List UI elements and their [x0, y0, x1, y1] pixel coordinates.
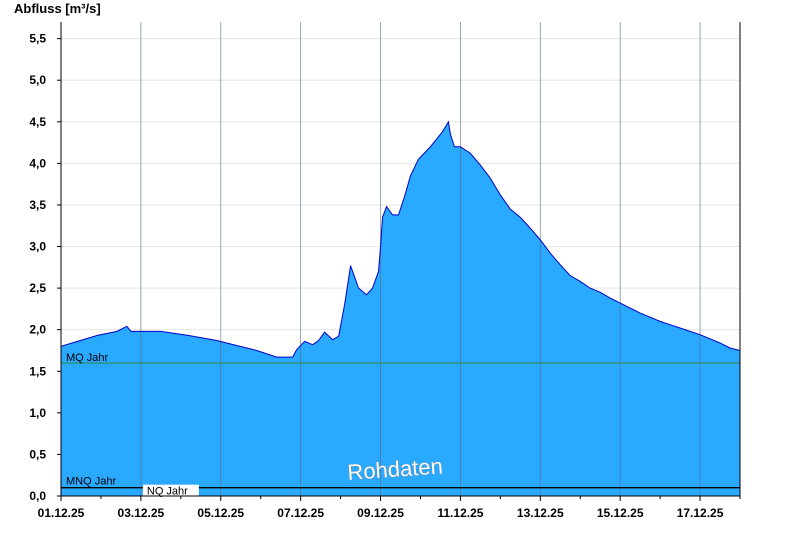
y-tick-label: 0,0 [29, 489, 46, 503]
y-tick-label: 3,0 [29, 240, 46, 254]
plot-frame [60, 22, 741, 497]
x-tick-label: 11.12.25 [437, 506, 483, 520]
vertical-gridlines [140, 22, 701, 496]
y-tick-label: 0,5 [29, 447, 46, 461]
x-tick-label: 15.12.25 [597, 506, 644, 520]
nq-jahr-label-bg [142, 484, 199, 496]
y-tick-label: 4,5 [29, 115, 46, 129]
y-tick-label: 1,5 [29, 364, 46, 378]
mnq-jahr-label: MNQ Jahr [66, 476, 116, 488]
y-tick-label: 3,5 [29, 198, 46, 212]
x-tick-label: 13.12.25 [517, 506, 564, 520]
x-tick-label: 17.12.25 [677, 506, 724, 520]
y-tick-label: 5,0 [29, 73, 46, 87]
mq-jahr-label: MQ Jahr [66, 352, 109, 364]
reference-lines: MQ Jahr MNQ Jahr NQ Jahr [61, 352, 740, 498]
y-tick-label: 4,0 [29, 156, 46, 170]
x-tick-label: 09.12.25 [357, 506, 404, 520]
x-tick-label: 07.12.25 [277, 506, 324, 520]
discharge-area [61, 121, 740, 496]
x-axis-ticks: 01.12.25 03.12.25 05.12.25 07.12.25 09.12.25… [38, 496, 741, 520]
y-axis-label: Abfluss [m³/s] [14, 1, 101, 16]
x-tick-label: 01.12.25 [38, 506, 85, 520]
nq-jahr-label: NQ Jahr [147, 486, 188, 498]
y-axis-ticks: 0,0 0,5 1,0 1,5 2,0 2,5 3,0 3,5 4,0 4,5 5,0 5,5 [29, 32, 61, 503]
y-tick-label: 1,0 [29, 406, 46, 420]
x-tick-label: 03.12.25 [118, 506, 165, 520]
y-tick-label: 5,5 [29, 32, 46, 46]
discharge-line [60, 120, 741, 358]
y-tick-label: 2,5 [29, 281, 46, 295]
x-tick-label: 05.12.25 [197, 506, 244, 520]
y-tick-label: 2,0 [29, 323, 46, 337]
